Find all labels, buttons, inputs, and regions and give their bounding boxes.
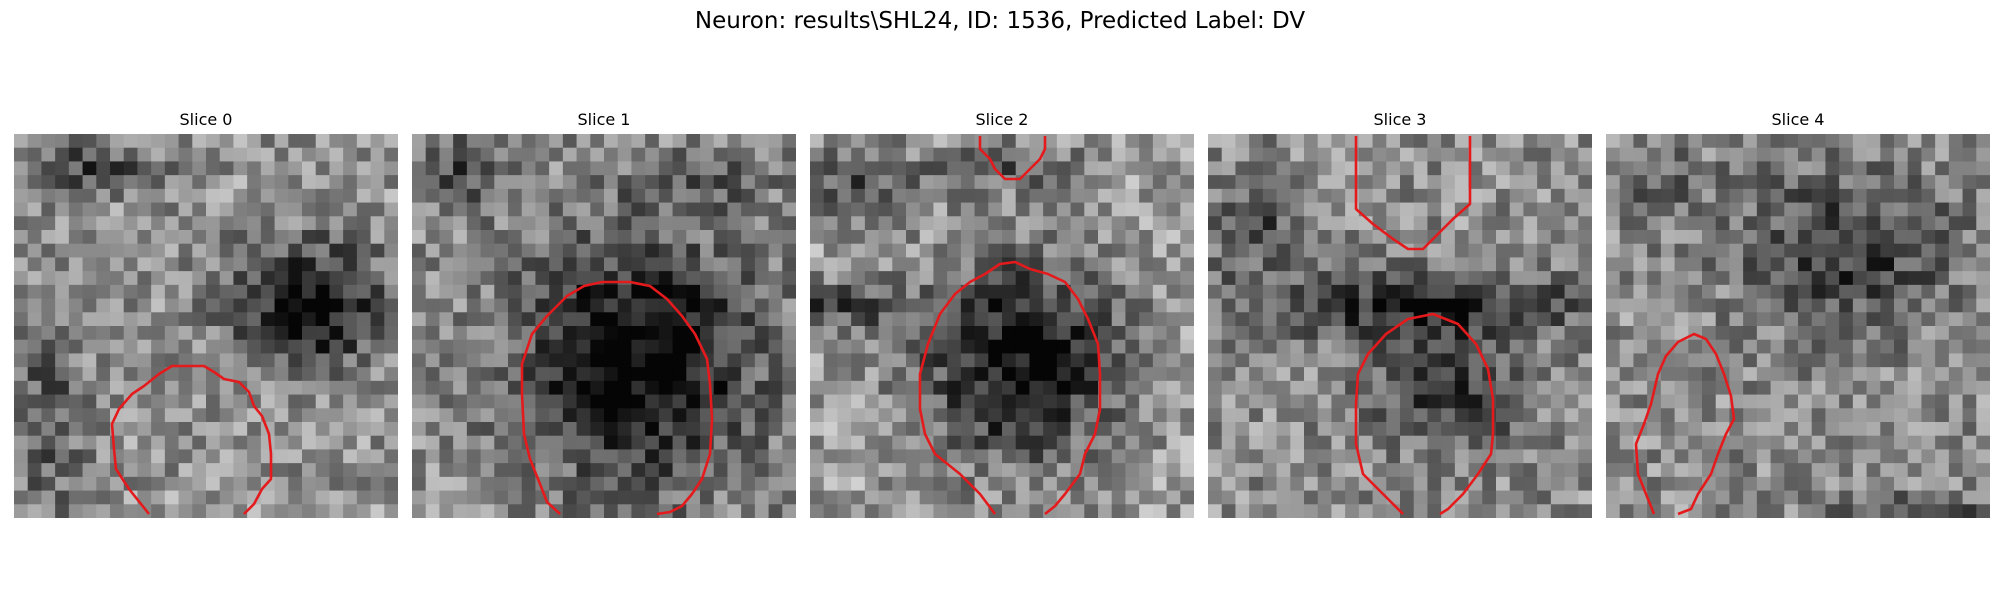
- slice-title-2: Slice 2: [975, 110, 1029, 129]
- slice-title-4: Slice 4: [1771, 110, 1825, 129]
- slice-title-3: Slice 3: [1373, 110, 1427, 129]
- slice-image-4: [1606, 134, 1990, 518]
- slice-image-0: [14, 134, 398, 518]
- micrograph-pixels: [412, 134, 796, 518]
- contour-line-0: [520, 280, 714, 516]
- slice-title-0: Slice 0: [179, 110, 233, 129]
- micrograph-pixels: [1606, 134, 1990, 518]
- slice-panel-3: Slice 3: [1208, 110, 1592, 518]
- slice-image-3: [1208, 134, 1592, 518]
- slice-title-1: Slice 1: [577, 110, 631, 129]
- contour-line-0: [1634, 332, 1736, 516]
- micrograph-pixels: [14, 134, 398, 518]
- contour-line-1: [1354, 136, 1472, 251]
- slice-image-1: [412, 134, 796, 518]
- slice-panel-0: Slice 0: [14, 110, 398, 518]
- contour-line-0: [1354, 312, 1495, 516]
- micrograph-pixels: [810, 134, 1194, 518]
- contour-line-0: [918, 260, 1102, 516]
- slice-panel-2: Slice 2: [810, 110, 1194, 518]
- slice-panel-1: Slice 1: [412, 110, 796, 518]
- contour-line-0: [110, 364, 273, 515]
- slice-image-2: [810, 134, 1194, 518]
- slice-panel-4: Slice 4: [1606, 110, 1990, 518]
- figure-title: Neuron: results\SHL24, ID: 1536, Predict…: [694, 8, 1306, 34]
- micrograph-pixels: [1208, 134, 1592, 518]
- contour-line-1: [978, 136, 1047, 181]
